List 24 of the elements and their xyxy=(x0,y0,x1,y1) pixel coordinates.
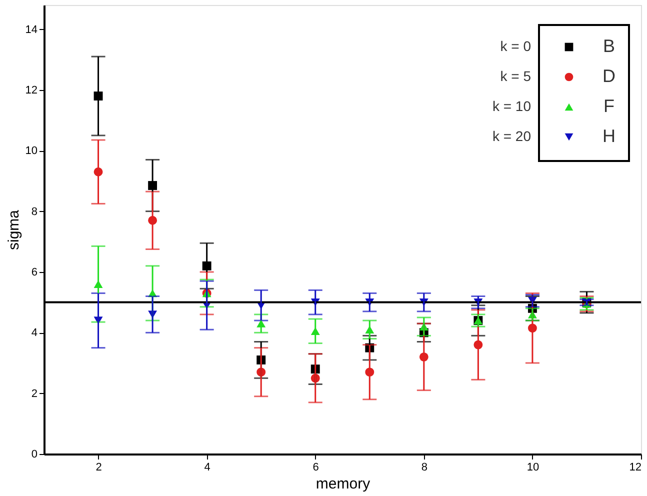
x-tick-label: 10 xyxy=(526,462,540,474)
legend-label: B xyxy=(602,36,616,56)
y-tick-label: 6 xyxy=(31,266,38,278)
legend-label: H xyxy=(602,126,616,146)
x-tick-label: 12 xyxy=(629,462,642,474)
x-tick-label: 6 xyxy=(312,462,319,474)
y-tick-label: 12 xyxy=(25,84,38,96)
y-tick-label: 2 xyxy=(31,388,38,400)
annotation: k = 10 xyxy=(492,98,532,114)
annotation: k = 5 xyxy=(500,68,532,84)
y-axis-title: sigma xyxy=(5,209,22,250)
y-tick-label: 10 xyxy=(25,145,38,158)
x-axis-title: memory xyxy=(316,476,371,492)
x-tick-label: 8 xyxy=(421,462,428,474)
legend-label: F xyxy=(604,96,614,116)
y-tick-label: 0 xyxy=(31,448,38,460)
y-tick-label: 4 xyxy=(31,327,38,340)
y-tick-label: 8 xyxy=(31,206,38,218)
y-tick-label: 14 xyxy=(25,24,38,36)
annotation: k = 0 xyxy=(500,38,532,54)
x-tick-label: 4 xyxy=(204,462,210,474)
legend-label: D xyxy=(602,66,616,86)
x-tick-label: 2 xyxy=(96,462,102,474)
annotation: k = 20 xyxy=(492,128,532,144)
